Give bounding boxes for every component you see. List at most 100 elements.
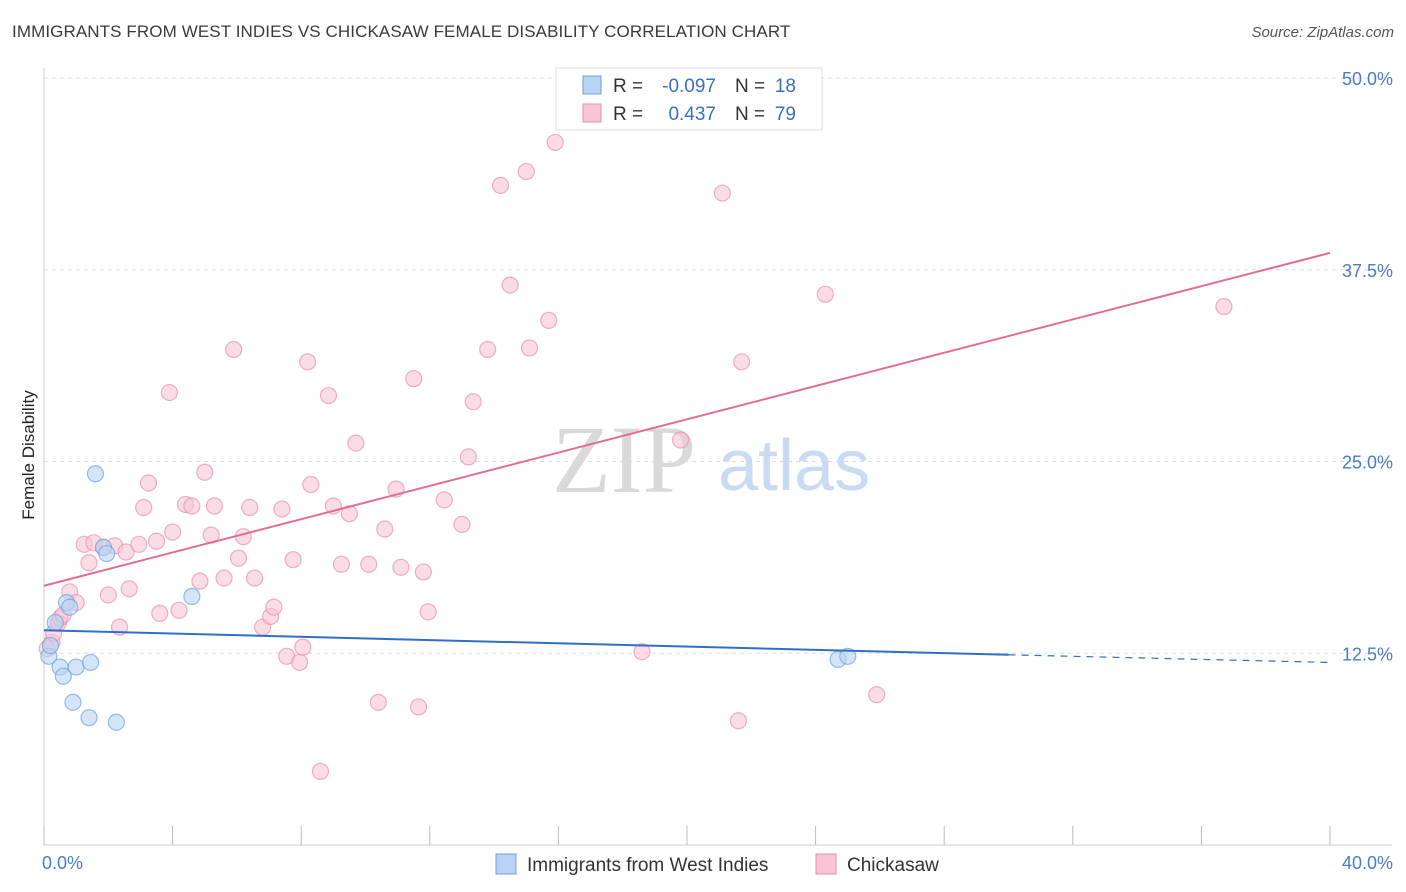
chickasaw-point-58: [405, 370, 423, 388]
west-indies-point-1: [41, 636, 60, 655]
chickasaw-point-48: [319, 386, 338, 405]
x-tick-label-0: 0.0%: [42, 853, 83, 873]
x-tick-label-1: 40.0%: [1342, 853, 1393, 873]
watermark: ZIP atlas: [552, 406, 870, 513]
y-tick-label-3: 50.0%: [1342, 69, 1393, 89]
source-label: Source: ZipAtlas.com: [1251, 24, 1394, 41]
west-indies-point-6: [61, 598, 79, 616]
chickasaw-point-67: [491, 176, 510, 194]
chickasaw-point-16: [120, 580, 138, 598]
chickasaw-point-60: [414, 563, 432, 581]
chickasaw-point-31: [215, 569, 233, 587]
west-indies-point-9: [80, 709, 98, 727]
chickasaw-point-79: [868, 686, 886, 704]
chickasaw-point-47: [311, 762, 330, 780]
chickasaw-point-46: [302, 475, 320, 494]
chickasaw-point-15: [117, 543, 135, 561]
chickasaw-point-77: [733, 353, 751, 371]
west-indies-point-8: [67, 658, 85, 676]
chickasaw-point-32: [225, 340, 243, 359]
chickasaw-point-18: [135, 498, 153, 517]
grid-layer: [44, 77, 1392, 654]
legend-swatch-west-indies: [582, 75, 602, 95]
west-indies-point-10: [82, 653, 100, 672]
y-axis-label: Female Disability: [19, 390, 38, 520]
axis-layer: 12.5% 25.0% 37.5% 50.0% 0.0% 40.0%: [42, 68, 1393, 873]
chickasaw-point-78: [816, 285, 834, 303]
legend-n-label-west-indies: N =: [735, 76, 765, 97]
chickasaw-point-43: [290, 653, 309, 672]
legend-swatch-chickasaw: [582, 103, 602, 123]
chickasaw-trend-line: [43, 251, 1331, 587]
west-indies-point-4: [54, 667, 72, 685]
bottom-legend-swatch-chickasaw: [815, 853, 837, 875]
chickasaw-point-35: [241, 498, 259, 517]
chickasaw-point-20: [147, 532, 166, 550]
chickasaw-point-64: [459, 448, 477, 466]
chickasaw-point-55: [376, 520, 394, 538]
bottom-legend-label-chickasaw: Chickasaw: [847, 855, 939, 876]
chickasaw-point-39: [265, 598, 283, 616]
chickasaw-point-36: [245, 569, 264, 587]
chickasaw-point-9: [80, 554, 98, 572]
chickasaw-point-27: [191, 572, 209, 590]
chickasaw-point-23: [164, 523, 182, 541]
chickasaw-point-69: [517, 162, 535, 181]
chickasaw-point-45: [299, 353, 317, 371]
chickasaw-point-19: [139, 474, 158, 492]
chickasaw-point-54: [369, 693, 387, 711]
west-indies-point-15: [183, 587, 201, 606]
chickasaw-point-42: [284, 551, 302, 569]
chickasaw-point-72: [546, 133, 564, 152]
legend-n-label-chickasaw: N =: [735, 104, 765, 125]
chickasaw-point-50: [332, 555, 350, 573]
chickasaw-point-21: [151, 604, 169, 622]
trend-lines: [43, 251, 1331, 664]
west-indies-point-11: [86, 465, 105, 483]
chickasaw-point-51: [340, 505, 359, 523]
west-indies-point-2: [46, 613, 64, 632]
chickasaw-point-24: [170, 601, 188, 619]
west-indies-point-13: [98, 544, 116, 563]
west-indies-trend-line: [43, 629, 1009, 656]
y-tick-label-2: 37.5%: [1342, 261, 1393, 281]
chickasaw-point-75: [713, 184, 731, 202]
y-tick-label-1: 25.0%: [1342, 453, 1393, 473]
chickasaw-point-40: [273, 500, 291, 518]
chickasaw-point-30: [205, 497, 223, 515]
chickasaw-point-61: [419, 603, 437, 621]
chickasaw-point-28: [196, 463, 214, 481]
west-indies-trend-extension: [1008, 654, 1331, 664]
chickasaw-point-52: [347, 434, 365, 452]
chickasaw-point-57: [392, 558, 410, 576]
chickasaw-point-73: [633, 643, 651, 661]
chickasaw-point-65: [464, 393, 482, 411]
chickasaw-point-63: [453, 515, 471, 533]
chickasaw-point-68: [501, 276, 519, 294]
y-tick-label-0: 12.5%: [1342, 644, 1393, 664]
bottom-legend-swatch-west-indies: [495, 853, 517, 875]
west-indies-point-14: [107, 713, 125, 731]
chickasaw-point-59: [409, 698, 428, 716]
legend-n-value-west-indies: 18: [775, 76, 796, 97]
legend-r-label-west-indies: R =: [613, 76, 643, 97]
legend-r-label-chickasaw: R =: [613, 104, 643, 125]
chickasaw-point-44: [294, 638, 312, 656]
chickasaw-point-22: [160, 383, 178, 402]
west-indies-points: [40, 465, 857, 731]
chickasaw-point-34: [234, 528, 252, 546]
chickasaw-point-76: [729, 712, 748, 730]
bottom-legend: Immigrants from West Indies Chickasaw: [495, 853, 939, 876]
chickasaw-point-74: [671, 431, 690, 449]
chickasaw-point-80: [1215, 297, 1233, 316]
chickasaw-point-17: [130, 535, 148, 553]
bottom-legend-label-west-indies: Immigrants from West Indies: [527, 855, 768, 876]
chickasaw-point-62: [435, 491, 453, 509]
chickasaw-point-71: [540, 311, 558, 329]
west-indies-point-7: [64, 693, 82, 711]
chickasaw-point-70: [520, 339, 539, 357]
chickasaw-point-12: [99, 586, 117, 604]
chickasaw-point-53: [360, 555, 378, 573]
chickasaw-point-66: [479, 340, 497, 359]
